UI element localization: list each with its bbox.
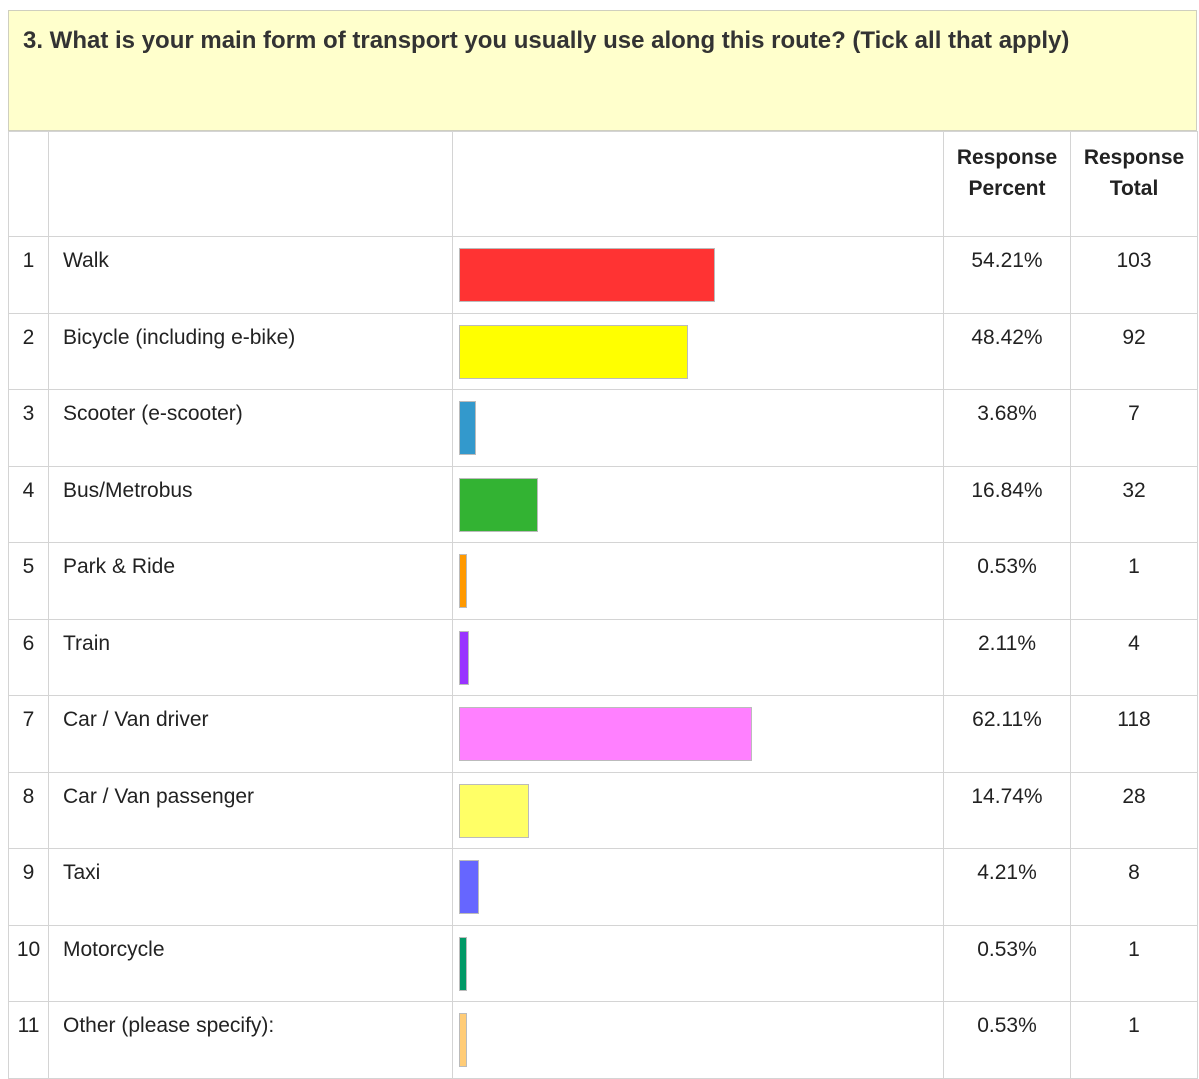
- row-index: 2: [8, 312, 49, 390]
- response-total: 28: [1070, 771, 1198, 849]
- question-title: 3. What is your main form of transport y…: [8, 10, 1197, 131]
- result-row: 6 Train 2.11% 4: [8, 618, 1198, 696]
- bar: [459, 630, 469, 685]
- response-total: 8: [1070, 848, 1198, 926]
- row-index: 11: [8, 1001, 49, 1079]
- bar-cell: [452, 924, 944, 1002]
- row-index: 10: [8, 924, 49, 1002]
- header-row: Response Percent Response Total: [8, 131, 1198, 237]
- result-row: 1 Walk 54.21% 103: [8, 236, 1198, 314]
- result-row: 10 Motorcycle 0.53% 1: [8, 924, 1198, 1002]
- bar-cell: [452, 389, 944, 467]
- bar-cell: [452, 1001, 944, 1079]
- result-row: 8 Car / Van passenger 14.74% 28: [8, 771, 1198, 849]
- option-label: Motorcycle: [48, 924, 453, 1002]
- bar-cell: [452, 695, 944, 773]
- bar-cell: [452, 771, 944, 849]
- result-row: 2 Bicycle (including e-bike) 48.42% 92: [8, 312, 1198, 390]
- response-percent: 16.84%: [943, 465, 1071, 543]
- result-row: 5 Park & Ride 0.53% 1: [8, 542, 1198, 620]
- row-index: 4: [8, 465, 49, 543]
- row-index: 5: [8, 542, 49, 620]
- response-total: 1: [1070, 1001, 1198, 1079]
- results-table: Response Percent Response Total 1 Walk 54.…: [8, 131, 1198, 1079]
- option-label: Scooter (e-scooter): [48, 389, 453, 467]
- bar: [459, 477, 539, 532]
- option-label: Bus/Metrobus: [48, 465, 453, 543]
- bar-cell: [452, 312, 944, 390]
- option-label: Train: [48, 618, 453, 696]
- response-total: 118: [1070, 695, 1198, 773]
- response-percent: 54.21%: [943, 236, 1071, 314]
- bar-cell: [452, 848, 944, 926]
- bar: [459, 324, 688, 379]
- bar: [459, 554, 467, 608]
- option-label: Walk: [48, 236, 453, 314]
- option-label: Park & Ride: [48, 542, 453, 620]
- bar-cell: [452, 236, 944, 314]
- result-row: 3 Scooter (e-scooter) 3.68% 7: [8, 389, 1198, 467]
- row-index: 7: [8, 695, 49, 773]
- response-percent: 3.68%: [943, 389, 1071, 467]
- bar: [459, 860, 479, 914]
- row-index: 1: [8, 236, 49, 314]
- survey-question: 3. What is your main form of transport y…: [8, 10, 1198, 1079]
- response-percent: 4.21%: [943, 848, 1071, 926]
- response-total: 103: [1070, 236, 1198, 314]
- column-header: Response Percent: [943, 131, 1071, 237]
- bar: [459, 936, 467, 991]
- response-percent: 0.53%: [943, 1001, 1071, 1079]
- option-label: Other (please specify):: [48, 1001, 453, 1079]
- row-index: 6: [8, 618, 49, 696]
- row-index: 8: [8, 771, 49, 849]
- bar: [459, 248, 715, 302]
- bar: [459, 1013, 467, 1067]
- option-label: Bicycle (including e-bike): [48, 312, 453, 390]
- column-header: Response Total: [1070, 131, 1198, 237]
- response-percent: 0.53%: [943, 542, 1071, 620]
- row-index: 3: [8, 389, 49, 467]
- option-label: Car / Van driver: [48, 695, 453, 773]
- result-row: 7 Car / Van driver 62.11% 118: [8, 695, 1198, 773]
- row-index: 9: [8, 848, 49, 926]
- option-label: Car / Van passenger: [48, 771, 453, 849]
- bar: [459, 401, 477, 455]
- response-total: 4: [1070, 618, 1198, 696]
- option-label: Taxi: [48, 848, 453, 926]
- result-row: 4 Bus/Metrobus 16.84% 32: [8, 465, 1198, 543]
- bar-cell: [452, 618, 944, 696]
- response-total: 1: [1070, 542, 1198, 620]
- bar-cell: [452, 465, 944, 543]
- response-percent: 2.11%: [943, 618, 1071, 696]
- bar: [459, 707, 753, 761]
- response-total: 32: [1070, 465, 1198, 543]
- response-percent: 62.11%: [943, 695, 1071, 773]
- bar: [459, 783, 529, 838]
- response-total: 1: [1070, 924, 1198, 1002]
- bar-cell: [452, 542, 944, 620]
- response-total: 92: [1070, 312, 1198, 390]
- response-percent: 0.53%: [943, 924, 1071, 1002]
- result-row: 9 Taxi 4.21% 8: [8, 848, 1198, 926]
- response-total: 7: [1070, 389, 1198, 467]
- response-percent: 14.74%: [943, 771, 1071, 849]
- response-percent: 48.42%: [943, 312, 1071, 390]
- result-row: 11 Other (please specify): 0.53% 1: [8, 1001, 1198, 1079]
